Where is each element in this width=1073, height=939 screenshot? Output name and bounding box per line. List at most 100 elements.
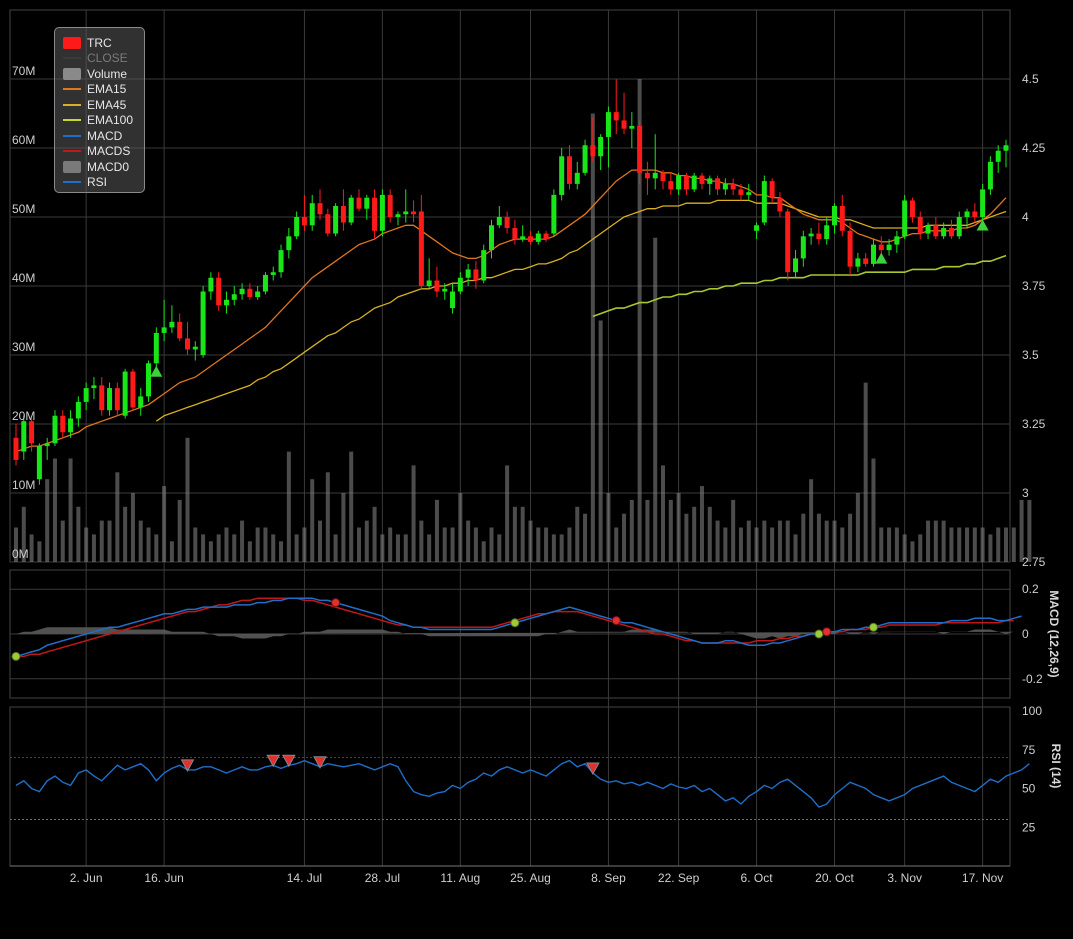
legend-item-ema15[interactable]: EMA15 xyxy=(63,82,126,97)
up-candle xyxy=(223,299,229,306)
up-candle xyxy=(722,183,728,190)
volume-bar xyxy=(364,520,369,562)
up-candle xyxy=(442,288,448,292)
down-candle xyxy=(325,214,331,234)
legend-item-macd[interactable]: MACD xyxy=(63,128,122,143)
volume-bar xyxy=(232,534,237,562)
up-candle xyxy=(995,150,1001,162)
up-candle xyxy=(364,197,370,209)
up-candle xyxy=(894,236,900,245)
legend-item-close[interactable]: CLOSE xyxy=(63,51,128,66)
volume-bar xyxy=(458,493,463,562)
volume-bar xyxy=(318,520,323,562)
macd-cross-down-dot xyxy=(822,627,832,637)
volume-bar xyxy=(762,520,767,562)
volume-bar xyxy=(427,534,432,562)
legend-label: Volume xyxy=(87,66,128,81)
down-candle xyxy=(715,178,721,190)
legend-item-ema45[interactable]: EMA45 xyxy=(63,97,126,112)
up-candle xyxy=(286,236,292,251)
price-tick-label: 4.5 xyxy=(1022,72,1039,86)
volume-bar xyxy=(544,527,549,562)
volume-bar xyxy=(29,534,34,562)
legend-swatch xyxy=(63,134,81,137)
volume-bar xyxy=(21,506,26,562)
x-tick-label: 3. Nov xyxy=(887,871,922,885)
volume-bar xyxy=(247,541,252,562)
volume-bar xyxy=(60,520,65,562)
legend-item-macd0[interactable]: MACD0 xyxy=(63,159,129,174)
volume-bar xyxy=(115,472,120,562)
volume-bar xyxy=(707,506,712,562)
volume-tick-label: 10M xyxy=(12,478,35,492)
up-candle xyxy=(925,225,931,234)
volume-tick-label: 0M xyxy=(12,547,29,561)
volume-bar xyxy=(661,465,666,562)
volume-bar xyxy=(738,527,743,562)
up-candle xyxy=(262,274,268,292)
volume-bar xyxy=(684,513,689,562)
volume-bar xyxy=(832,520,837,562)
volume-bar xyxy=(520,506,525,562)
volume-tick-label: 60M xyxy=(12,133,35,147)
volume-bar xyxy=(996,527,1001,562)
volume-bar xyxy=(388,527,393,562)
up-candle xyxy=(559,156,565,195)
up-candle xyxy=(481,250,487,281)
volume-tick-label: 30M xyxy=(12,340,35,354)
buy-signal-triangle xyxy=(976,219,989,231)
up-candle xyxy=(44,443,50,447)
legend-item-ema100[interactable]: EMA100 xyxy=(63,113,133,128)
down-candle xyxy=(683,175,689,190)
rsi-pane: 100 75 50 25 RSI (14) xyxy=(10,704,1063,834)
volume-bar xyxy=(395,534,400,562)
volume-bar xyxy=(481,541,486,562)
volume-bar xyxy=(1027,499,1032,562)
up-candle xyxy=(348,197,354,223)
volume-bar xyxy=(279,541,284,562)
up-candle xyxy=(83,388,89,402)
volume-bar xyxy=(14,527,18,562)
volume-bar xyxy=(575,506,580,562)
up-candle xyxy=(138,396,144,408)
volume-bar xyxy=(637,79,642,562)
down-candle xyxy=(543,233,549,240)
up-candle xyxy=(231,294,237,300)
volume-bar xyxy=(286,451,291,562)
x-tick-label: 6. Oct xyxy=(741,871,774,885)
legend-label: MACD xyxy=(87,128,123,143)
volume-bar xyxy=(372,506,377,562)
up-candle xyxy=(395,214,401,217)
sell-signal-triangle xyxy=(266,754,281,768)
down-candle xyxy=(99,385,105,411)
volume-bar xyxy=(99,520,104,562)
volume-bar xyxy=(770,527,775,562)
legend-swatch xyxy=(63,160,81,173)
volume-bar xyxy=(536,527,541,562)
up-candle xyxy=(793,258,799,273)
up-candle xyxy=(161,327,167,333)
down-candle xyxy=(590,145,596,157)
down-candle xyxy=(473,269,479,281)
volume-bar xyxy=(848,513,853,562)
down-candle xyxy=(847,230,853,267)
up-candle xyxy=(754,225,760,231)
up-candle xyxy=(21,421,27,452)
volume-bar xyxy=(668,499,673,562)
legend-item-volume[interactable]: Volume xyxy=(63,66,127,81)
volume-bar xyxy=(590,113,595,562)
macd-cross-up-dot xyxy=(11,651,21,661)
legend-item-macds[interactable]: MACDS xyxy=(63,144,130,159)
up-candle xyxy=(535,233,541,242)
legend-item-trc[interactable]: TRC xyxy=(63,35,112,50)
legend-item-rsi[interactable]: RSI xyxy=(63,175,107,190)
down-candle xyxy=(730,183,736,190)
volume-bar xyxy=(793,534,798,562)
volume-bar xyxy=(201,534,206,562)
up-candle xyxy=(200,291,206,355)
rsi-tick-label: 75 xyxy=(1022,743,1036,757)
volume-bar xyxy=(785,520,790,562)
down-candle xyxy=(699,175,705,184)
volume-bar xyxy=(240,520,245,562)
